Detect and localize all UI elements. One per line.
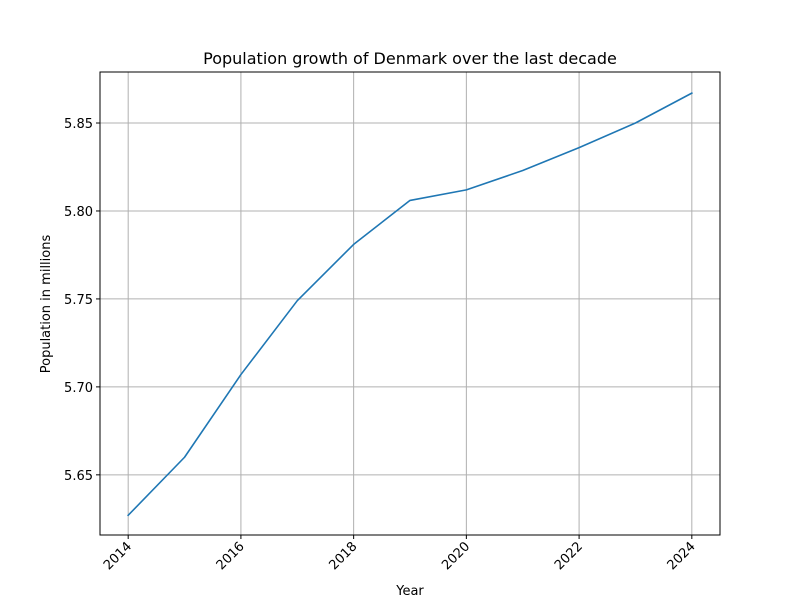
y-tick-label: 5.70 <box>64 381 93 396</box>
y-tick-label: 5.65 <box>64 469 93 484</box>
series-lines <box>127 92 693 517</box>
x-axis-label: Year <box>395 584 424 599</box>
chart-title: Population growth of Denmark over the la… <box>203 49 617 68</box>
y-tick-label: 5.85 <box>64 117 93 132</box>
y-axis-ticks: 5.65 5.70 5.75 5.80 5.85 <box>64 117 100 484</box>
y-axis-label: Population in millions <box>39 235 54 374</box>
grid-lines <box>100 72 720 535</box>
plot-frame <box>99 71 721 536</box>
y-tick-label: 5.80 <box>64 205 93 220</box>
series-line <box>127 92 693 517</box>
y-tick-label: 5.75 <box>64 293 93 308</box>
